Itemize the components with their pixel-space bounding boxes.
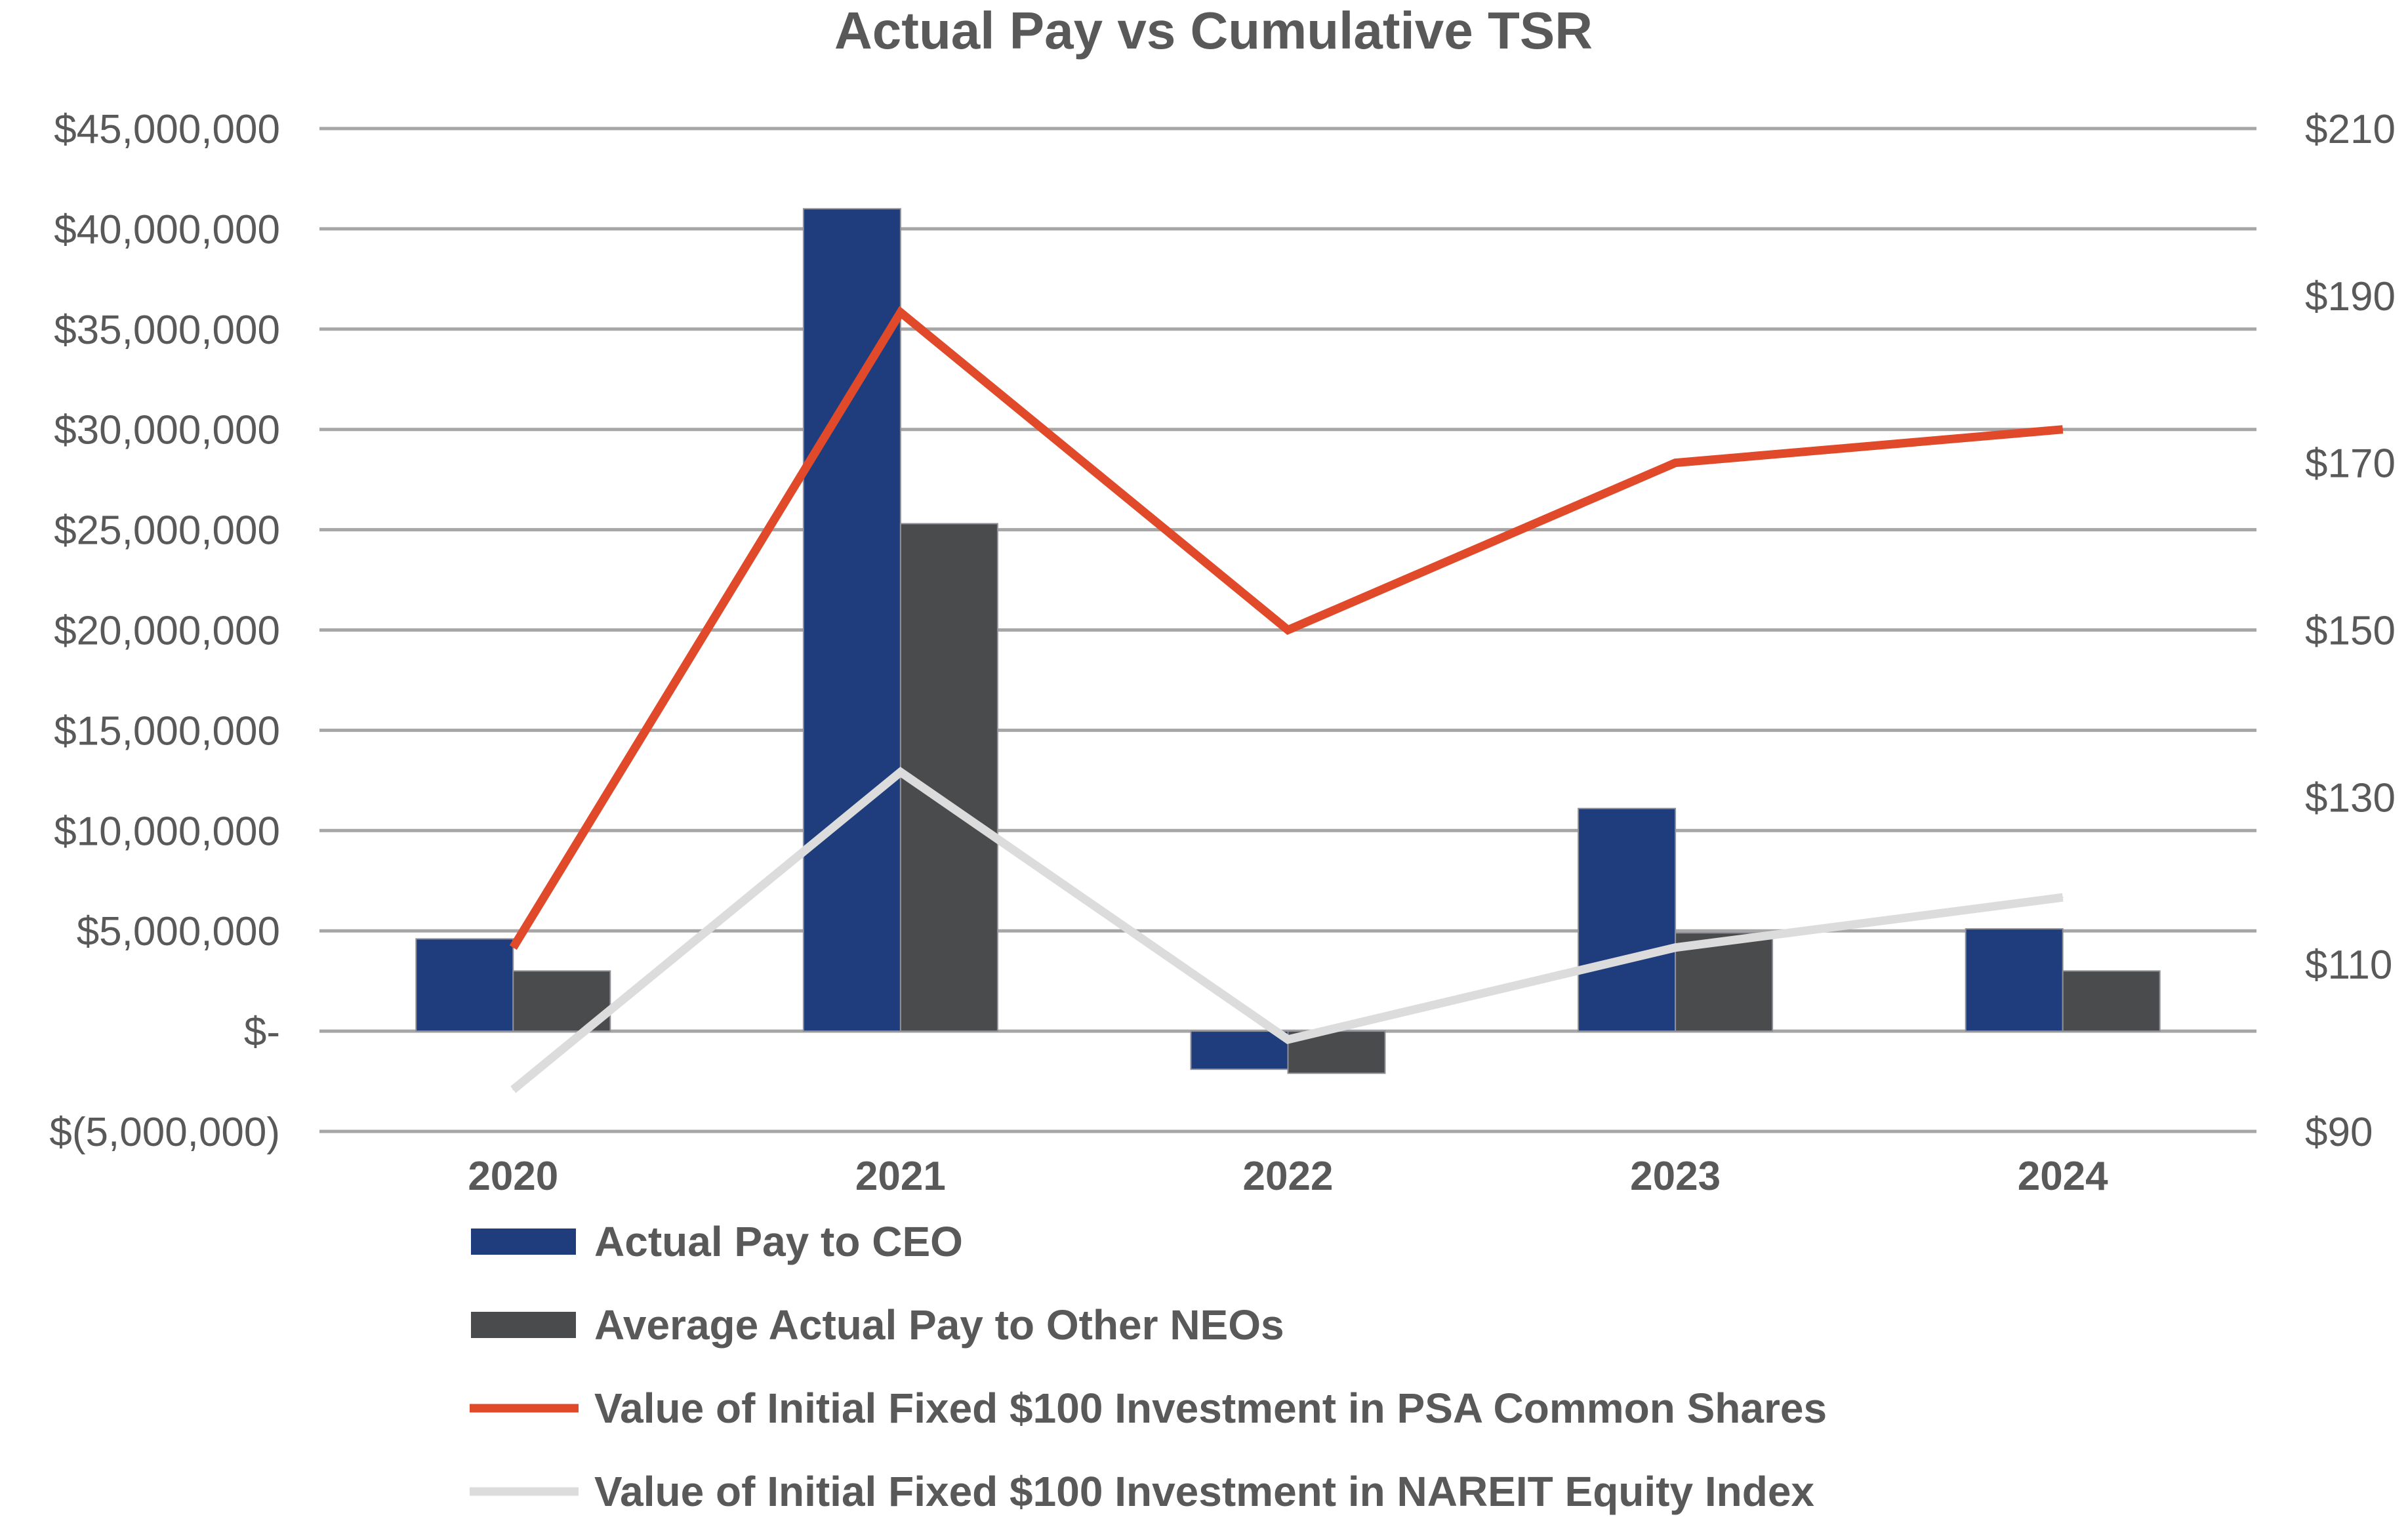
- y-left-tick-label: $30,000,000: [54, 408, 280, 453]
- y-left-tick-label: $-: [244, 1009, 280, 1055]
- y-right-tick-label: $210: [2305, 107, 2396, 152]
- x-tick-label-2022: 2022: [1243, 1154, 1334, 1199]
- legend-label-average-actual-pay-to-other-neos: Average Actual Pay to Other NEOs: [594, 1301, 1284, 1349]
- legend-label-value-of-initial-fixed-100-investment-in-nareit-equity-index: Value of Initial Fixed $100 Investment i…: [594, 1468, 1814, 1515]
- chart-title: Actual Pay vs Cumulative TSR: [834, 1, 1593, 60]
- x-tick-label-2020: 2020: [468, 1154, 558, 1199]
- y-left-tick-label: $35,000,000: [54, 308, 280, 353]
- legend-label-value-of-initial-fixed-100-investment-in-psa-common-shares: Value of Initial Fixed $100 Investment i…: [594, 1385, 1827, 1432]
- y-left-tick-label: $40,000,000: [54, 207, 280, 253]
- y-left-tick-label: $(5,000,000): [49, 1110, 280, 1155]
- bar-actual-pay-to-ceo-2023: [1578, 807, 1677, 1032]
- point-value-of-initial-fixed-100-investment-in-nareit-equity-index-2020: [512, 1089, 514, 1091]
- y-left-tick-label: $5,000,000: [77, 909, 280, 954]
- y-left-tick-label: $20,000,000: [54, 609, 280, 654]
- y-right-tick-label: $90: [2305, 1110, 2373, 1155]
- point-value-of-initial-fixed-100-investment-in-psa-common-shares-2021: [899, 312, 901, 314]
- legend-swatch-average-actual-pay-to-other-neos: [471, 1312, 576, 1338]
- x-tick-label-2021: 2021: [855, 1154, 946, 1199]
- left-axis-labels: $(5,000,000) $- $5,000,000 $10,000,000 $15,0…: [49, 107, 280, 1155]
- bars: [415, 208, 2161, 1074]
- y-right-tick-label: $110: [2305, 943, 2392, 988]
- legend: Actual Pay to CEO Average Actual Pay to O…: [470, 1218, 1827, 1515]
- bar-actual-pay-to-ceo-2020: [415, 938, 514, 1032]
- series-lines: [509, 306, 2064, 1093]
- point-value-of-initial-fixed-100-investment-in-nareit-equity-index-2024: [2062, 897, 2064, 899]
- y-right-tick-label: $170: [2305, 441, 2396, 487]
- point-value-of-initial-fixed-100-investment-in-psa-common-shares-2022: [1287, 629, 1289, 631]
- y-right-tick-label: $190: [2305, 274, 2396, 319]
- y-right-tick-label: $150: [2305, 609, 2396, 654]
- bar-actual-pay-to-ceo-2024: [1965, 928, 2064, 1032]
- y-left-tick-label: $45,000,000: [54, 107, 280, 152]
- y-left-tick-label: $10,000,000: [54, 809, 280, 854]
- point-value-of-initial-fixed-100-investment-in-nareit-equity-index-2022: [1287, 1038, 1289, 1040]
- legend-label-actual-pay-to-ceo: Actual Pay to CEO: [594, 1218, 963, 1265]
- y-left-tick-label: $25,000,000: [54, 508, 280, 554]
- point-value-of-initial-fixed-100-investment-in-nareit-equity-index-2021: [899, 771, 901, 773]
- point-value-of-initial-fixed-100-investment-in-psa-common-shares-2020: [512, 946, 514, 948]
- x-axis-labels: 2020 2021 2022 2023 2024: [468, 1154, 2108, 1199]
- x-tick-label-2023: 2023: [1630, 1154, 1721, 1199]
- y-right-tick-label: $130: [2305, 775, 2396, 821]
- x-tick-label-2024: 2024: [2018, 1154, 2108, 1199]
- y-left-tick-label: $15,000,000: [54, 708, 280, 754]
- bar-actual-pay-to-ceo-2022: [1190, 1030, 1289, 1070]
- right-axis-labels: $90 $110 $130 $150 $170 $190 $210: [2305, 107, 2396, 1155]
- legend-swatch-actual-pay-to-ceo: [471, 1229, 576, 1255]
- point-value-of-initial-fixed-100-investment-in-nareit-equity-index-2023: [1675, 946, 1677, 948]
- bar-average-actual-pay-to-other-neos-2024: [2062, 970, 2161, 1032]
- point-value-of-initial-fixed-100-investment-in-psa-common-shares-2023: [1675, 462, 1677, 464]
- point-value-of-initial-fixed-100-investment-in-psa-common-shares-2024: [2062, 428, 2064, 430]
